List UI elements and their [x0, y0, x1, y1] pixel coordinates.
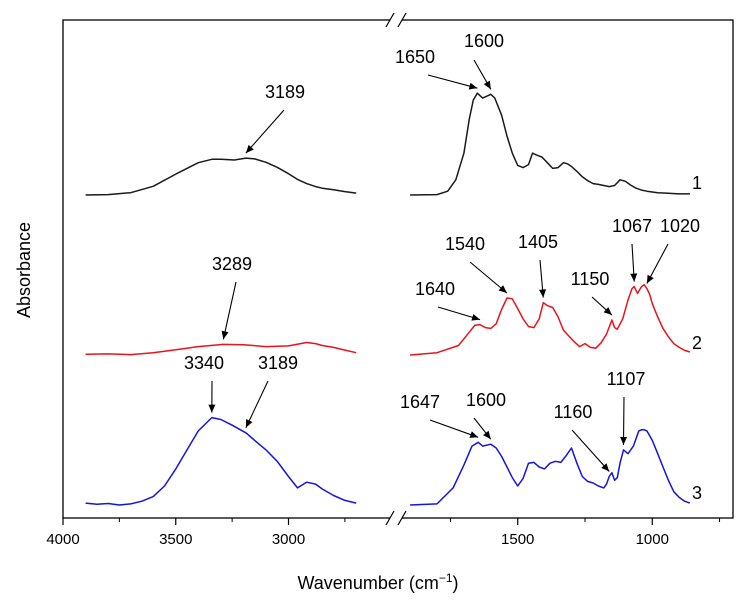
peak-arrow-line [429, 419, 479, 438]
peak-arrow-line [469, 261, 508, 294]
series-label-3: 3 [692, 483, 702, 503]
axis-break-gap [390, 12, 402, 28]
series-label-layer: 1 2 3 [692, 173, 702, 503]
peak-annotation-2-1405: 1405 [518, 232, 558, 298]
peak-arrow-head [483, 80, 491, 90]
peak-label: 3289 [212, 254, 252, 274]
peak-annotation-2-1640: 1640 [415, 279, 481, 321]
x-axis-label: Wavenumber (cm−1) [297, 571, 458, 593]
peak-label: 1647 [400, 392, 440, 412]
peak-annotation-1-3189: 3189 [245, 82, 305, 154]
peak-arrow-head [221, 330, 229, 340]
axis-break-gap [390, 510, 402, 526]
y-axis-label: Absorbance [14, 222, 34, 318]
peak-label: 1405 [518, 232, 558, 252]
peak-arrow-line [427, 74, 478, 89]
peak-annotation-3-1647: 1647 [400, 392, 479, 438]
peak-arrow-head [646, 274, 654, 284]
x-tick-layer: 4000 3500 3000 1500 1000 [46, 518, 721, 548]
axis-break-slash [385, 510, 395, 526]
peak-label: 1650 [395, 47, 435, 67]
peak-label: 1107 [607, 369, 646, 389]
peak-arrow-head [498, 285, 507, 293]
peak-arrow-head [483, 430, 491, 440]
series-3-low-range-line [410, 429, 691, 506]
peak-arrow-head [469, 431, 479, 438]
peak-arrow-head [630, 273, 638, 282]
peak-annotation-3-1600: 1600 [466, 390, 506, 440]
series-1-low-range-line [410, 92, 690, 196]
peak-label: 1640 [415, 279, 455, 299]
peak-annotation-3-1107: 1107 [607, 369, 646, 445]
peak-annotation-2-3289: 3289 [212, 254, 252, 340]
peak-label: 1540 [445, 234, 485, 254]
peak-annotation-3-3189: 3189 [245, 353, 298, 429]
peak-arrow-line [245, 109, 285, 154]
plot-frame [62, 19, 734, 519]
x-tick-label: 3500 [159, 531, 192, 548]
peak-label: 3189 [265, 82, 305, 102]
peak-label: 1600 [464, 31, 504, 51]
peak-label: 1020 [660, 216, 700, 236]
peak-arrow-head [208, 404, 216, 413]
axis-break-marks [385, 12, 407, 526]
x-tick-label: 4000 [46, 531, 79, 548]
peak-arrow-head [539, 289, 547, 298]
series-layer [85, 92, 691, 506]
annotation-layer: 3189 1650 1600 3289 1640 1540 1405 1150 1067 1020… [184, 31, 700, 472]
peak-annotation-2-1150: 1150 [571, 269, 613, 316]
peak-label: 3340 [184, 353, 224, 373]
x-tick-label: 1000 [636, 531, 669, 548]
peak-arrow-head [471, 313, 481, 321]
peak-arrow-line [245, 380, 269, 429]
series-2-low-range-line [410, 283, 691, 356]
peak-annotation-3-3340: 3340 [184, 353, 224, 413]
peak-arrow-head [603, 307, 612, 316]
axis-break-slash [397, 510, 407, 526]
peak-label: 1160 [554, 402, 593, 422]
peak-arrow-head [468, 82, 478, 90]
peak-arrow-line [222, 281, 237, 340]
peak-arrow-head [245, 419, 253, 428]
peak-arrow-head [601, 463, 610, 472]
peak-label: 1600 [466, 390, 506, 410]
peak-annotation-2-1540: 1540 [445, 234, 508, 294]
series-label-2: 2 [692, 333, 702, 353]
axis-break-slash [385, 12, 395, 28]
peak-annotation-2-1020: 1020 [646, 216, 700, 284]
x-tick-label: 3000 [272, 531, 305, 548]
peak-label: 3189 [258, 353, 298, 373]
series-3-high-range-line [85, 416, 357, 506]
peak-arrow-line [571, 429, 610, 472]
peak-annotation-3-1160: 1160 [554, 402, 610, 472]
peak-annotation-1-1600: 1600 [464, 31, 504, 90]
series-label-1: 1 [692, 173, 702, 193]
peak-arrow-head [245, 144, 254, 154]
peak-arrow-head [620, 436, 628, 445]
series-1-high-range-line [85, 157, 357, 196]
peak-annotation-2-1067: 1067 [612, 216, 652, 282]
x-tick-label: 1500 [501, 531, 534, 548]
peak-label: 1067 [612, 216, 652, 236]
peak-annotation-1-1650: 1650 [395, 47, 478, 90]
axis-break-slash [397, 12, 407, 28]
peak-label: 1150 [571, 269, 610, 289]
series-2-high-range-line [85, 341, 357, 356]
